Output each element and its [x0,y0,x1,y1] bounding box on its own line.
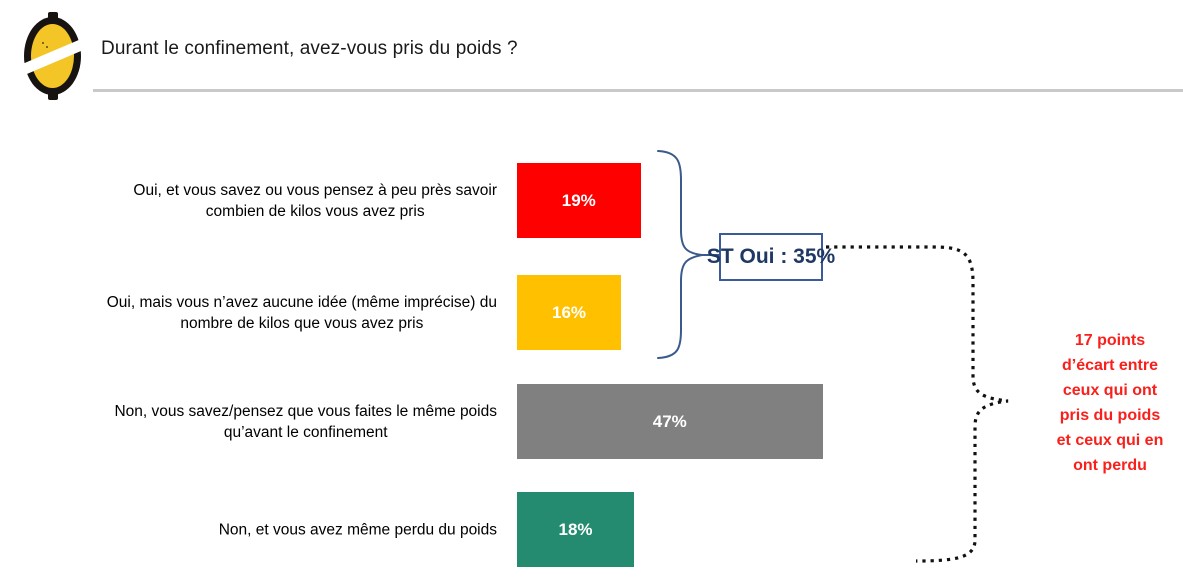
lemon-logo [13,12,95,100]
bar: 16% [517,275,621,350]
category-label: Non, et vous avez même perdu du poids [218,521,497,538]
bar-value-label: 47% [652,411,687,431]
bar-value-label: 18% [558,519,593,539]
category-label: Oui, mais vous n’avez aucune idée (même … [106,293,497,332]
bar-value-label: 19% [561,190,596,210]
dotted-bracket [826,245,1009,563]
logo-bottom-nub [48,90,58,100]
bar-value-label: 16% [551,302,587,322]
bar: 19% [517,163,641,238]
logo-seed [42,42,44,44]
category-label: Non, vous savez/pensez que vous faites l… [114,402,497,441]
subtotal-box: ST Oui : 35% [707,233,835,281]
category-label: Oui, et vous savez ou vous pensez à peu … [133,181,497,220]
gap-note: 17 points d’écart entre ceux qui ont pri… [1056,332,1164,474]
bar: 18% [517,492,634,567]
page-title: Durant le confinement, avez-vous pris du… [101,38,518,59]
bar: 47% [517,384,823,459]
logo-seed [46,46,48,48]
brace-bracket [657,150,703,359]
subtotal-label: ST Oui : 35% [706,245,836,268]
header-divider [93,89,1183,92]
